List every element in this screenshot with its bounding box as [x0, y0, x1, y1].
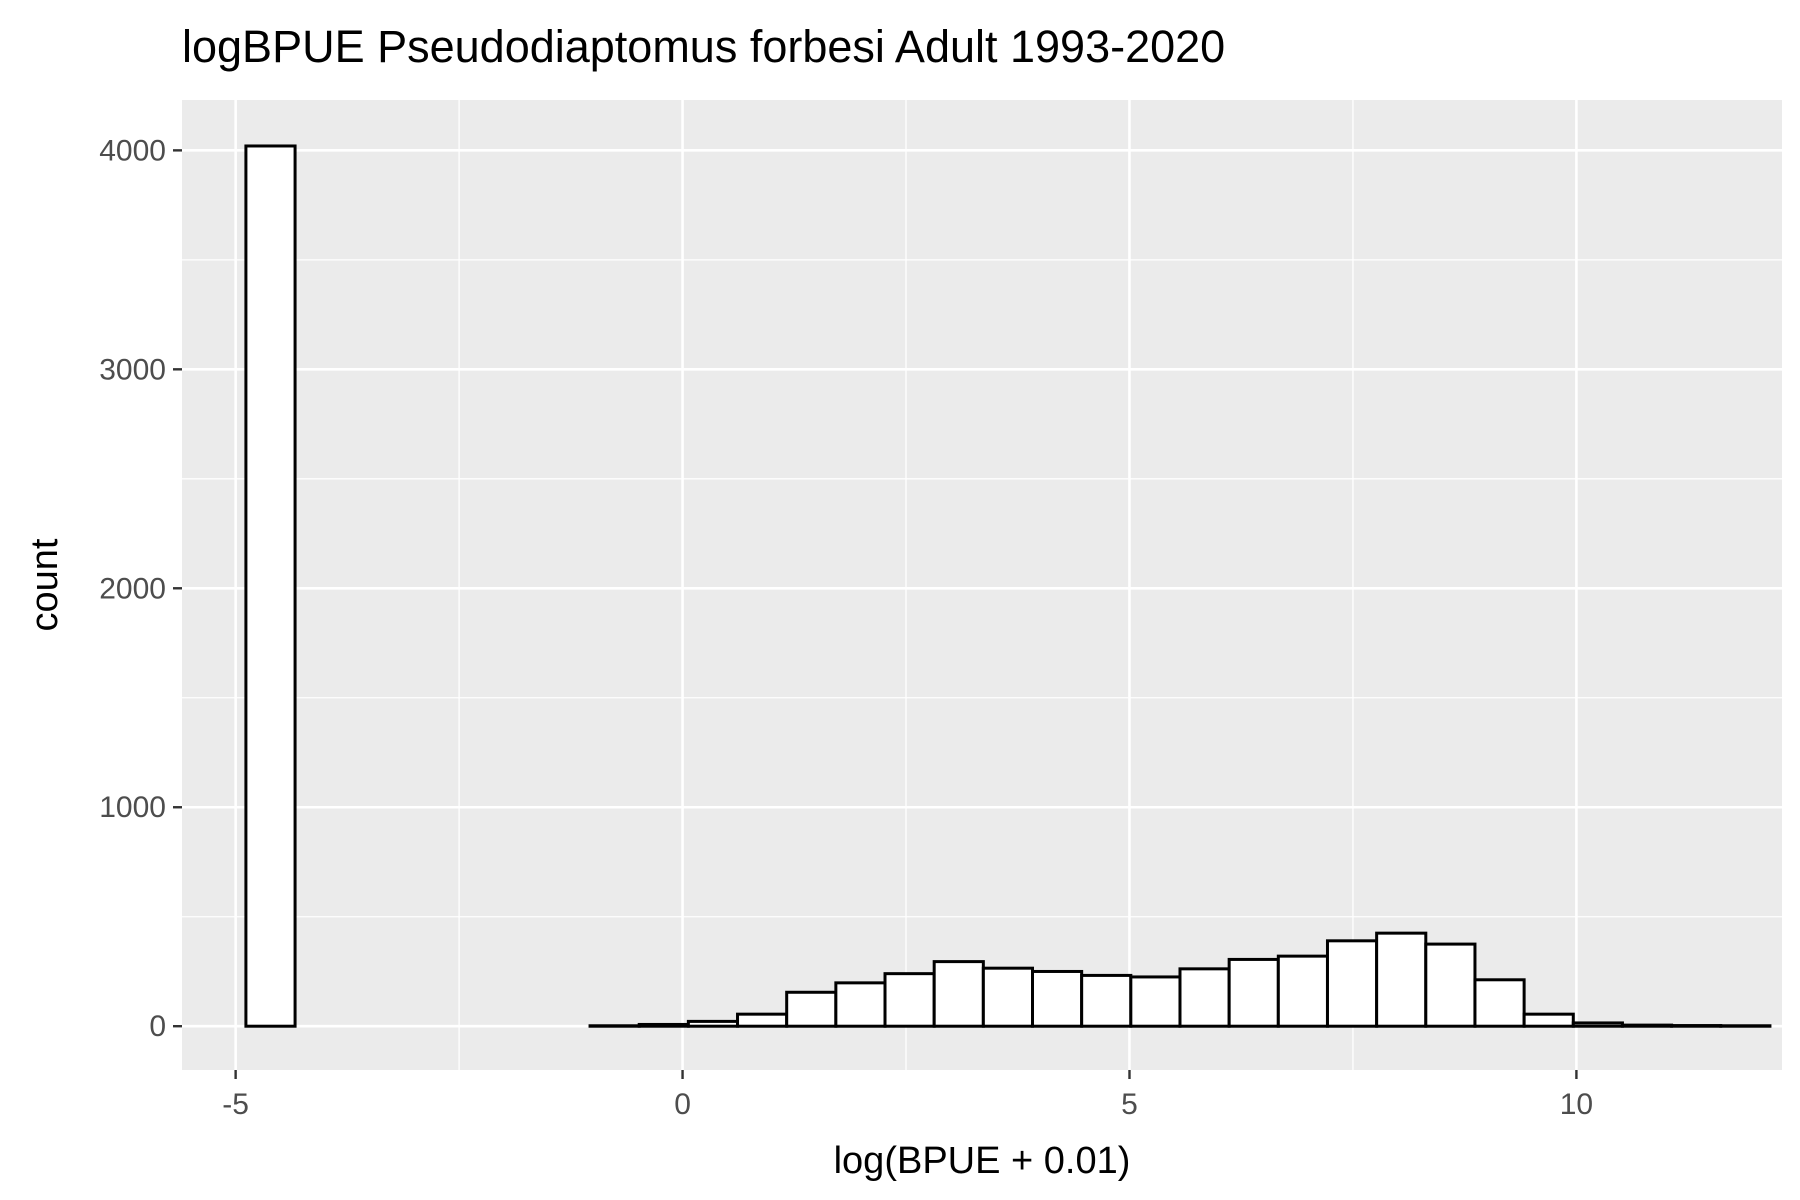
- histogram-bar: [1473, 978, 1526, 1028]
- histogram-bars: [244, 144, 1772, 1028]
- histogram-bar: [1227, 957, 1280, 1028]
- histogram-bar: [1276, 954, 1329, 1028]
- y-tick-label: 1000: [99, 791, 166, 824]
- chart-title: logBPUE Pseudodiaptomus forbesi Adult 19…: [182, 21, 1225, 72]
- histogram-bar: [1129, 975, 1182, 1028]
- x-tick-label: 5: [1121, 1088, 1138, 1121]
- x-tick-label: 0: [674, 1088, 691, 1121]
- histogram-bar: [686, 1019, 740, 1028]
- histogram-bar: [736, 1012, 789, 1028]
- y-tick-label: 2000: [99, 572, 166, 605]
- y-axis-title: count: [24, 538, 66, 631]
- histogram-bar: [1522, 1012, 1575, 1028]
- x-axis: -5 0 5 10: [222, 1070, 1593, 1121]
- histogram-bar: [785, 990, 838, 1028]
- histogram-bar: [1375, 931, 1428, 1028]
- histogram-bar: [1325, 939, 1379, 1028]
- x-axis-title: log(BPUE + 0.01): [834, 1140, 1131, 1182]
- x-tick-label: -5: [222, 1088, 249, 1121]
- histogram-bar: [1178, 967, 1231, 1028]
- histogram-bar: [834, 981, 887, 1028]
- minor-gridlines: [182, 100, 1782, 1070]
- histogram-bar: [637, 1022, 690, 1028]
- histogram-bar: [244, 144, 297, 1028]
- y-axis: 0 1000 2000 3000 4000: [99, 134, 182, 1043]
- histogram-bar: [1620, 1023, 1674, 1028]
- x-tick-label: 10: [1560, 1088, 1593, 1121]
- histogram-bar: [932, 960, 985, 1028]
- histogram-bar: [1571, 1021, 1624, 1028]
- histogram-bar: [883, 972, 936, 1028]
- histogram-bar: [981, 966, 1035, 1028]
- y-tick-label: 0: [149, 1010, 166, 1043]
- histogram-bar: [1080, 973, 1133, 1028]
- plot-panel: [182, 100, 1782, 1070]
- major-gridlines: [182, 100, 1782, 1070]
- y-tick-label: 3000: [99, 353, 166, 386]
- histogram-bar: [1424, 942, 1477, 1028]
- histogram-bar: [1031, 969, 1084, 1028]
- histogram-bar: [1670, 1024, 1723, 1028]
- y-tick-label: 4000: [99, 134, 166, 167]
